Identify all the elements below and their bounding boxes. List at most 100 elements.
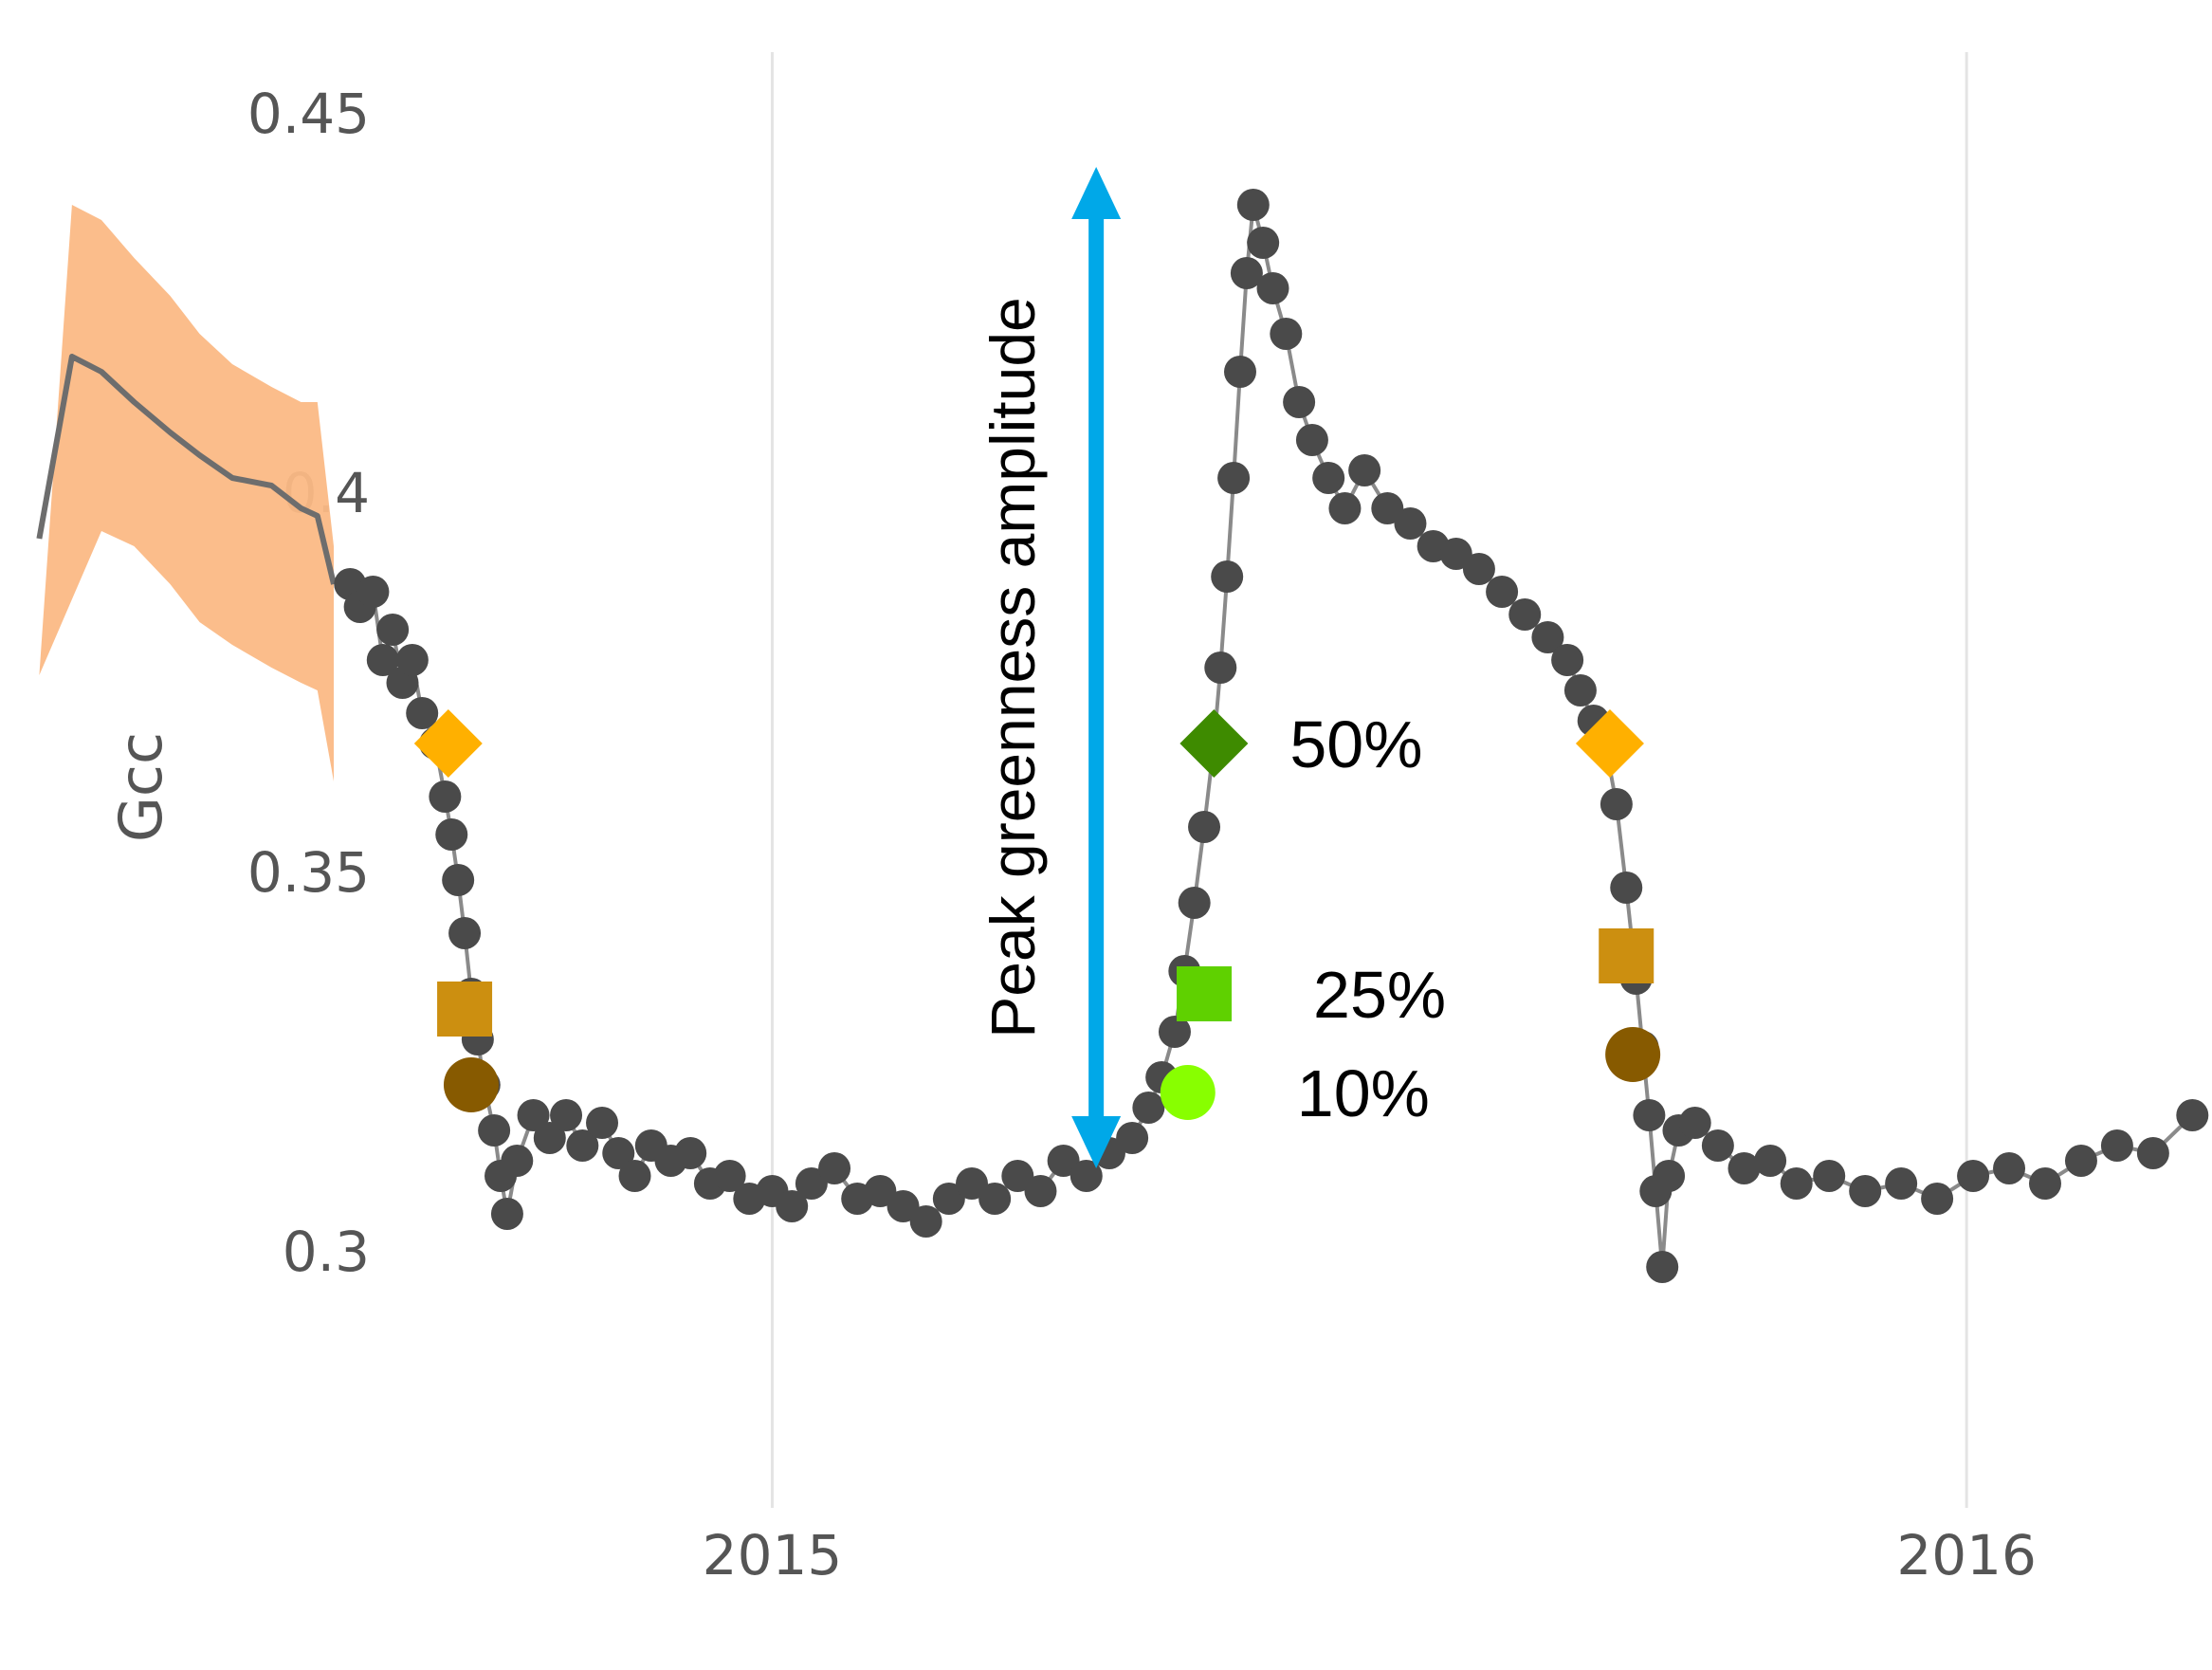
y-axis-label: Gcc: [106, 732, 175, 842]
data-point: [1116, 1122, 1149, 1154]
data-point: [932, 1183, 965, 1215]
data-point: [1132, 1092, 1165, 1124]
data-point: [1508, 598, 1542, 631]
data-point: [1780, 1167, 1813, 1200]
threshold-label: 25%: [1313, 958, 1446, 1032]
data-point: [1001, 1160, 1034, 1192]
data-point: [1633, 1099, 1666, 1131]
data-point: [1646, 1251, 1679, 1283]
observation-trace: [348, 204, 2194, 1268]
transition-markers: 50% 25% 10%: [413, 707, 1661, 1130]
data-point: [1204, 651, 1237, 684]
data-point: [1256, 272, 1289, 304]
diamond-marker-fall-6: [1575, 709, 1644, 778]
data-point: [1024, 1175, 1057, 1207]
data-point: [1600, 788, 1633, 820]
data-point: [818, 1152, 851, 1184]
data-point: [550, 1099, 583, 1131]
data-point: [448, 917, 482, 949]
amplitude-label: Peak greenness amplitude: [978, 297, 1048, 1038]
data-point: [1563, 674, 1597, 707]
y-tick-label: 0.35: [247, 840, 370, 905]
x-axis: 2015 2016: [703, 1523, 2037, 1587]
data-point: [1211, 560, 1244, 593]
data-point: [1312, 462, 1345, 494]
data-point: [2064, 1145, 2097, 1177]
diamond-marker-fall-0: [413, 709, 483, 778]
data-point: [1047, 1145, 1080, 1177]
data-point: [1348, 454, 1381, 486]
data-point: [429, 780, 462, 813]
square-marker-spring-4: [1177, 966, 1233, 1021]
data-point: [1957, 1160, 1990, 1192]
amplitude-arrow-head-down: [1071, 1116, 1122, 1168]
data-point: [517, 1099, 550, 1131]
observation-points: [334, 189, 2209, 1283]
data-point: [1921, 1183, 1954, 1215]
y-tick-label: 0.45: [247, 82, 370, 146]
data-point: [602, 1137, 635, 1169]
data-point: [1270, 318, 1303, 350]
data-point: [1247, 227, 1280, 259]
circle-marker-fall-8: [1605, 1027, 1661, 1082]
data-point: [1531, 621, 1564, 653]
data-point: [713, 1160, 746, 1192]
data-point: [1283, 386, 1316, 418]
data-point: [978, 1183, 1012, 1215]
data-point: [1069, 1160, 1103, 1192]
data-point: [2100, 1129, 2133, 1162]
square-marker-fall-7: [1599, 928, 1654, 983]
circle-marker-fall-2: [443, 1057, 499, 1112]
data-point: [674, 1137, 707, 1169]
data-point: [1223, 356, 1256, 388]
data-point: [2028, 1167, 2061, 1200]
data-point: [366, 644, 399, 676]
data-point: [2176, 1099, 2209, 1131]
data-point: [1230, 257, 1263, 289]
data-point: [356, 576, 390, 608]
fit-confidence-band: [39, 205, 335, 781]
data-point: [478, 1114, 511, 1147]
data-point: [1217, 462, 1251, 494]
data-point: [1885, 1167, 1918, 1200]
data-point: [776, 1190, 809, 1222]
data-point: [1394, 507, 1427, 540]
data-point: [501, 1145, 534, 1177]
square-marker-fall-1: [437, 982, 493, 1037]
data-point: [909, 1205, 942, 1238]
amplitude-arrow-head-up: [1071, 167, 1122, 219]
data-point: [376, 614, 410, 646]
data-point: [1701, 1129, 1734, 1162]
data-point: [1158, 1016, 1191, 1048]
data-point: [1993, 1152, 2026, 1184]
data-point: [442, 864, 475, 896]
data-point: [1754, 1145, 1787, 1177]
threshold-label: 50%: [1289, 707, 1422, 781]
confidence-band: [39, 205, 335, 781]
data-point: [1295, 424, 1328, 456]
data-point: [887, 1190, 920, 1222]
data-point: [1551, 644, 1584, 676]
data-point: [395, 644, 429, 676]
data-point: [1371, 492, 1404, 524]
amplitude-annotation: Peak greenness amplitude: [978, 167, 1122, 1168]
data-point: [1486, 576, 1519, 608]
data-point: [586, 1107, 619, 1139]
data-point: [1728, 1152, 1761, 1184]
x-tick-label: 2015: [703, 1523, 843, 1587]
data-point: [1328, 492, 1362, 524]
data-point: [1462, 553, 1495, 585]
grid-lines: [770, 52, 1968, 1508]
data-point: [1188, 811, 1221, 843]
data-point: [1178, 887, 1211, 919]
data-point: [435, 818, 468, 851]
data-point: [1678, 1107, 1711, 1139]
fit-line-path: [36, 354, 337, 585]
data-point: [1849, 1175, 1882, 1207]
circle-marker-spring-5: [1160, 1065, 1216, 1120]
data-point: [533, 1122, 566, 1154]
data-point: [864, 1175, 897, 1207]
data-point: [406, 697, 439, 729]
data-point: [1236, 189, 1270, 221]
